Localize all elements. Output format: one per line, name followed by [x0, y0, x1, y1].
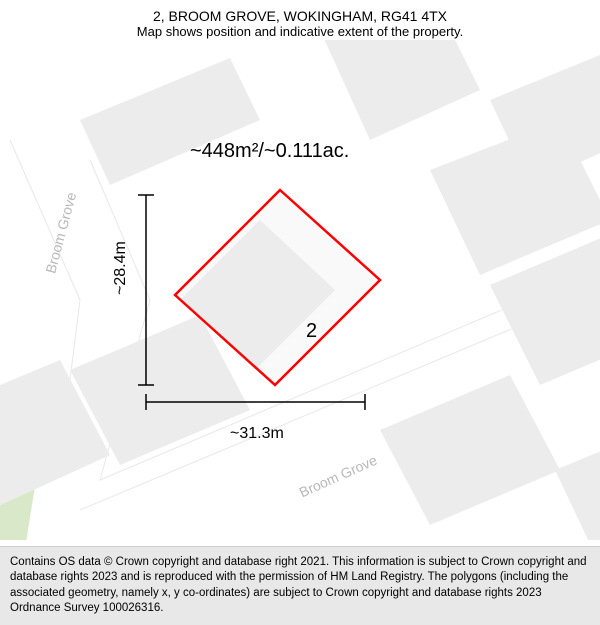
page-title: 2, BROOM GROVE, WOKINGHAM, RG41 4TX [10, 8, 590, 24]
width-dimension-label: ~31.3m [230, 425, 284, 443]
map-area: ~448m²/~0.111ac. 2 ~31.3m ~28.4m Broom G… [0, 40, 600, 540]
area-label: ~448m²/~0.111ac. [190, 140, 349, 163]
house-number: 2 [306, 320, 317, 343]
height-dimension-label: ~28.4m [112, 241, 130, 295]
page-subtitle: Map shows position and indicative extent… [10, 24, 590, 39]
footer-attribution: Contains OS data © Crown copyright and d… [0, 546, 600, 625]
map-svg [0, 40, 600, 540]
header: 2, BROOM GROVE, WOKINGHAM, RG41 4TX Map … [0, 0, 600, 43]
